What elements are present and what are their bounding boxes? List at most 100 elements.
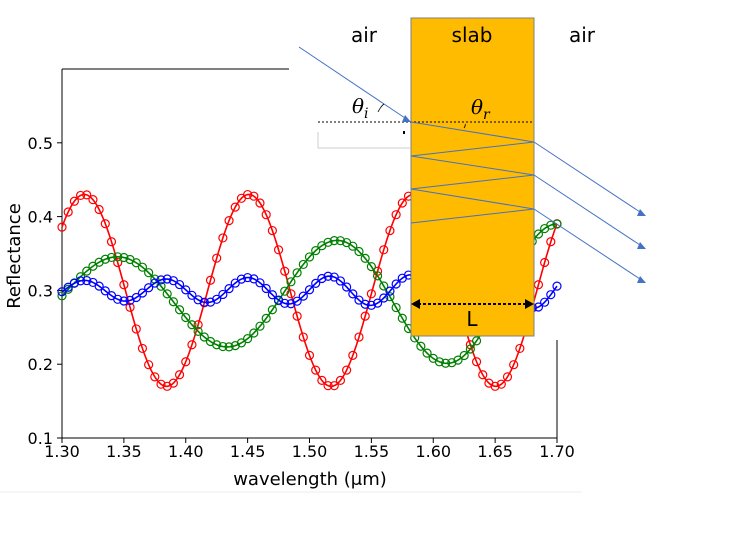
series-point: [304, 285, 315, 295]
y-tick-label: 0.5: [28, 134, 53, 153]
series-point: [100, 286, 110, 296]
series-point: [150, 372, 160, 382]
series-point: [57, 291, 67, 301]
y-tick-label: 0.3: [28, 281, 53, 300]
x-tick-label: 1.60: [415, 442, 451, 461]
series-point: [342, 365, 352, 375]
angle-reflected-arc: [463, 123, 466, 129]
series-point: [552, 281, 562, 291]
series-point: [385, 225, 395, 236]
series-point: [323, 381, 333, 391]
series-point: [335, 375, 346, 385]
series-point: [125, 302, 135, 312]
series-point: [94, 281, 104, 291]
series-point: [187, 340, 197, 350]
series-point: [212, 340, 222, 350]
series-point: [391, 302, 401, 313]
series-point: [441, 358, 451, 368]
series-point: [236, 274, 247, 284]
series-point: [119, 280, 129, 290]
series-point: [106, 237, 117, 247]
series-point: [218, 289, 228, 300]
series-point: [366, 300, 376, 310]
x-tick-label: 1.40: [168, 442, 204, 461]
series-point: [354, 332, 364, 342]
series-point: [131, 324, 141, 334]
series-point: [57, 222, 67, 232]
series-point: [447, 358, 457, 368]
y-axis-label: Reflectance: [4, 203, 25, 309]
series-point: [304, 350, 315, 360]
series-point: [255, 198, 265, 208]
series-point: [88, 195, 98, 205]
series-point: [360, 299, 370, 309]
series-point: [379, 245, 389, 255]
series-point: [267, 290, 277, 300]
series-point: [348, 289, 358, 299]
x-tick-label: 1.70: [539, 442, 575, 461]
inset-panel-edge: [317, 132, 410, 149]
series-point: [94, 204, 104, 215]
series-point: [230, 202, 240, 212]
series-point: [224, 215, 234, 226]
series-point: [205, 275, 216, 285]
series-line: [61, 223, 558, 365]
series-point: [317, 375, 327, 385]
series-point: [471, 357, 482, 367]
series-point: [255, 321, 265, 331]
series-point: [187, 290, 197, 300]
series-point: [335, 236, 346, 246]
series-point: [187, 320, 197, 330]
label-air-left: air: [351, 23, 378, 47]
series-point: [471, 336, 482, 346]
series-point: [385, 286, 395, 296]
incident-arrowhead: [402, 115, 411, 122]
transmitted-arrowhead-3: [637, 276, 646, 283]
series-point: [292, 268, 302, 278]
series-point: [397, 313, 407, 323]
series-point: [478, 370, 488, 380]
angle-reflected-label: θr: [471, 95, 491, 123]
series-point: [348, 350, 358, 360]
series-point: [174, 305, 185, 315]
series-point: [243, 334, 253, 344]
series-point: [335, 276, 346, 286]
series-point: [453, 355, 463, 365]
series-point: [199, 332, 209, 342]
series-point: [193, 295, 203, 305]
series-point: [546, 237, 556, 247]
series-point: [323, 237, 333, 247]
series-point: [82, 275, 92, 286]
series-point: [292, 311, 302, 321]
series-point: [156, 379, 166, 389]
series-point: [372, 271, 383, 281]
series-point: [391, 279, 401, 289]
angle-incident-symbol: θ: [352, 94, 364, 118]
series-point: [162, 274, 172, 284]
series-point: [236, 338, 247, 348]
series-point: [323, 271, 333, 281]
thickness-arrowhead-right: [525, 299, 534, 309]
incident-ray: [298, 46, 406, 119]
series-point: [255, 278, 265, 288]
thickness-arrowhead-left: [411, 299, 420, 309]
x-tick-label: 1.45: [230, 442, 266, 461]
series-point: [174, 370, 185, 380]
series-point: [329, 236, 339, 246]
series-point: [113, 294, 123, 304]
series-point: [100, 219, 110, 229]
series-point: [509, 360, 519, 370]
series-point: [144, 268, 154, 278]
y-tick-label: 0.2: [28, 355, 53, 374]
series-point: [82, 266, 92, 276]
series-point: [286, 289, 296, 299]
y-tick-label: 0.1: [28, 429, 53, 448]
series-point: [63, 207, 73, 217]
series-point: [366, 289, 376, 299]
slab-diagram: air slab air θi θr: [298, 17, 646, 337]
series-point: [119, 296, 129, 306]
series-point: [379, 281, 389, 291]
series-point: [311, 365, 321, 375]
series-point: [100, 254, 110, 264]
series-point: [137, 288, 148, 298]
